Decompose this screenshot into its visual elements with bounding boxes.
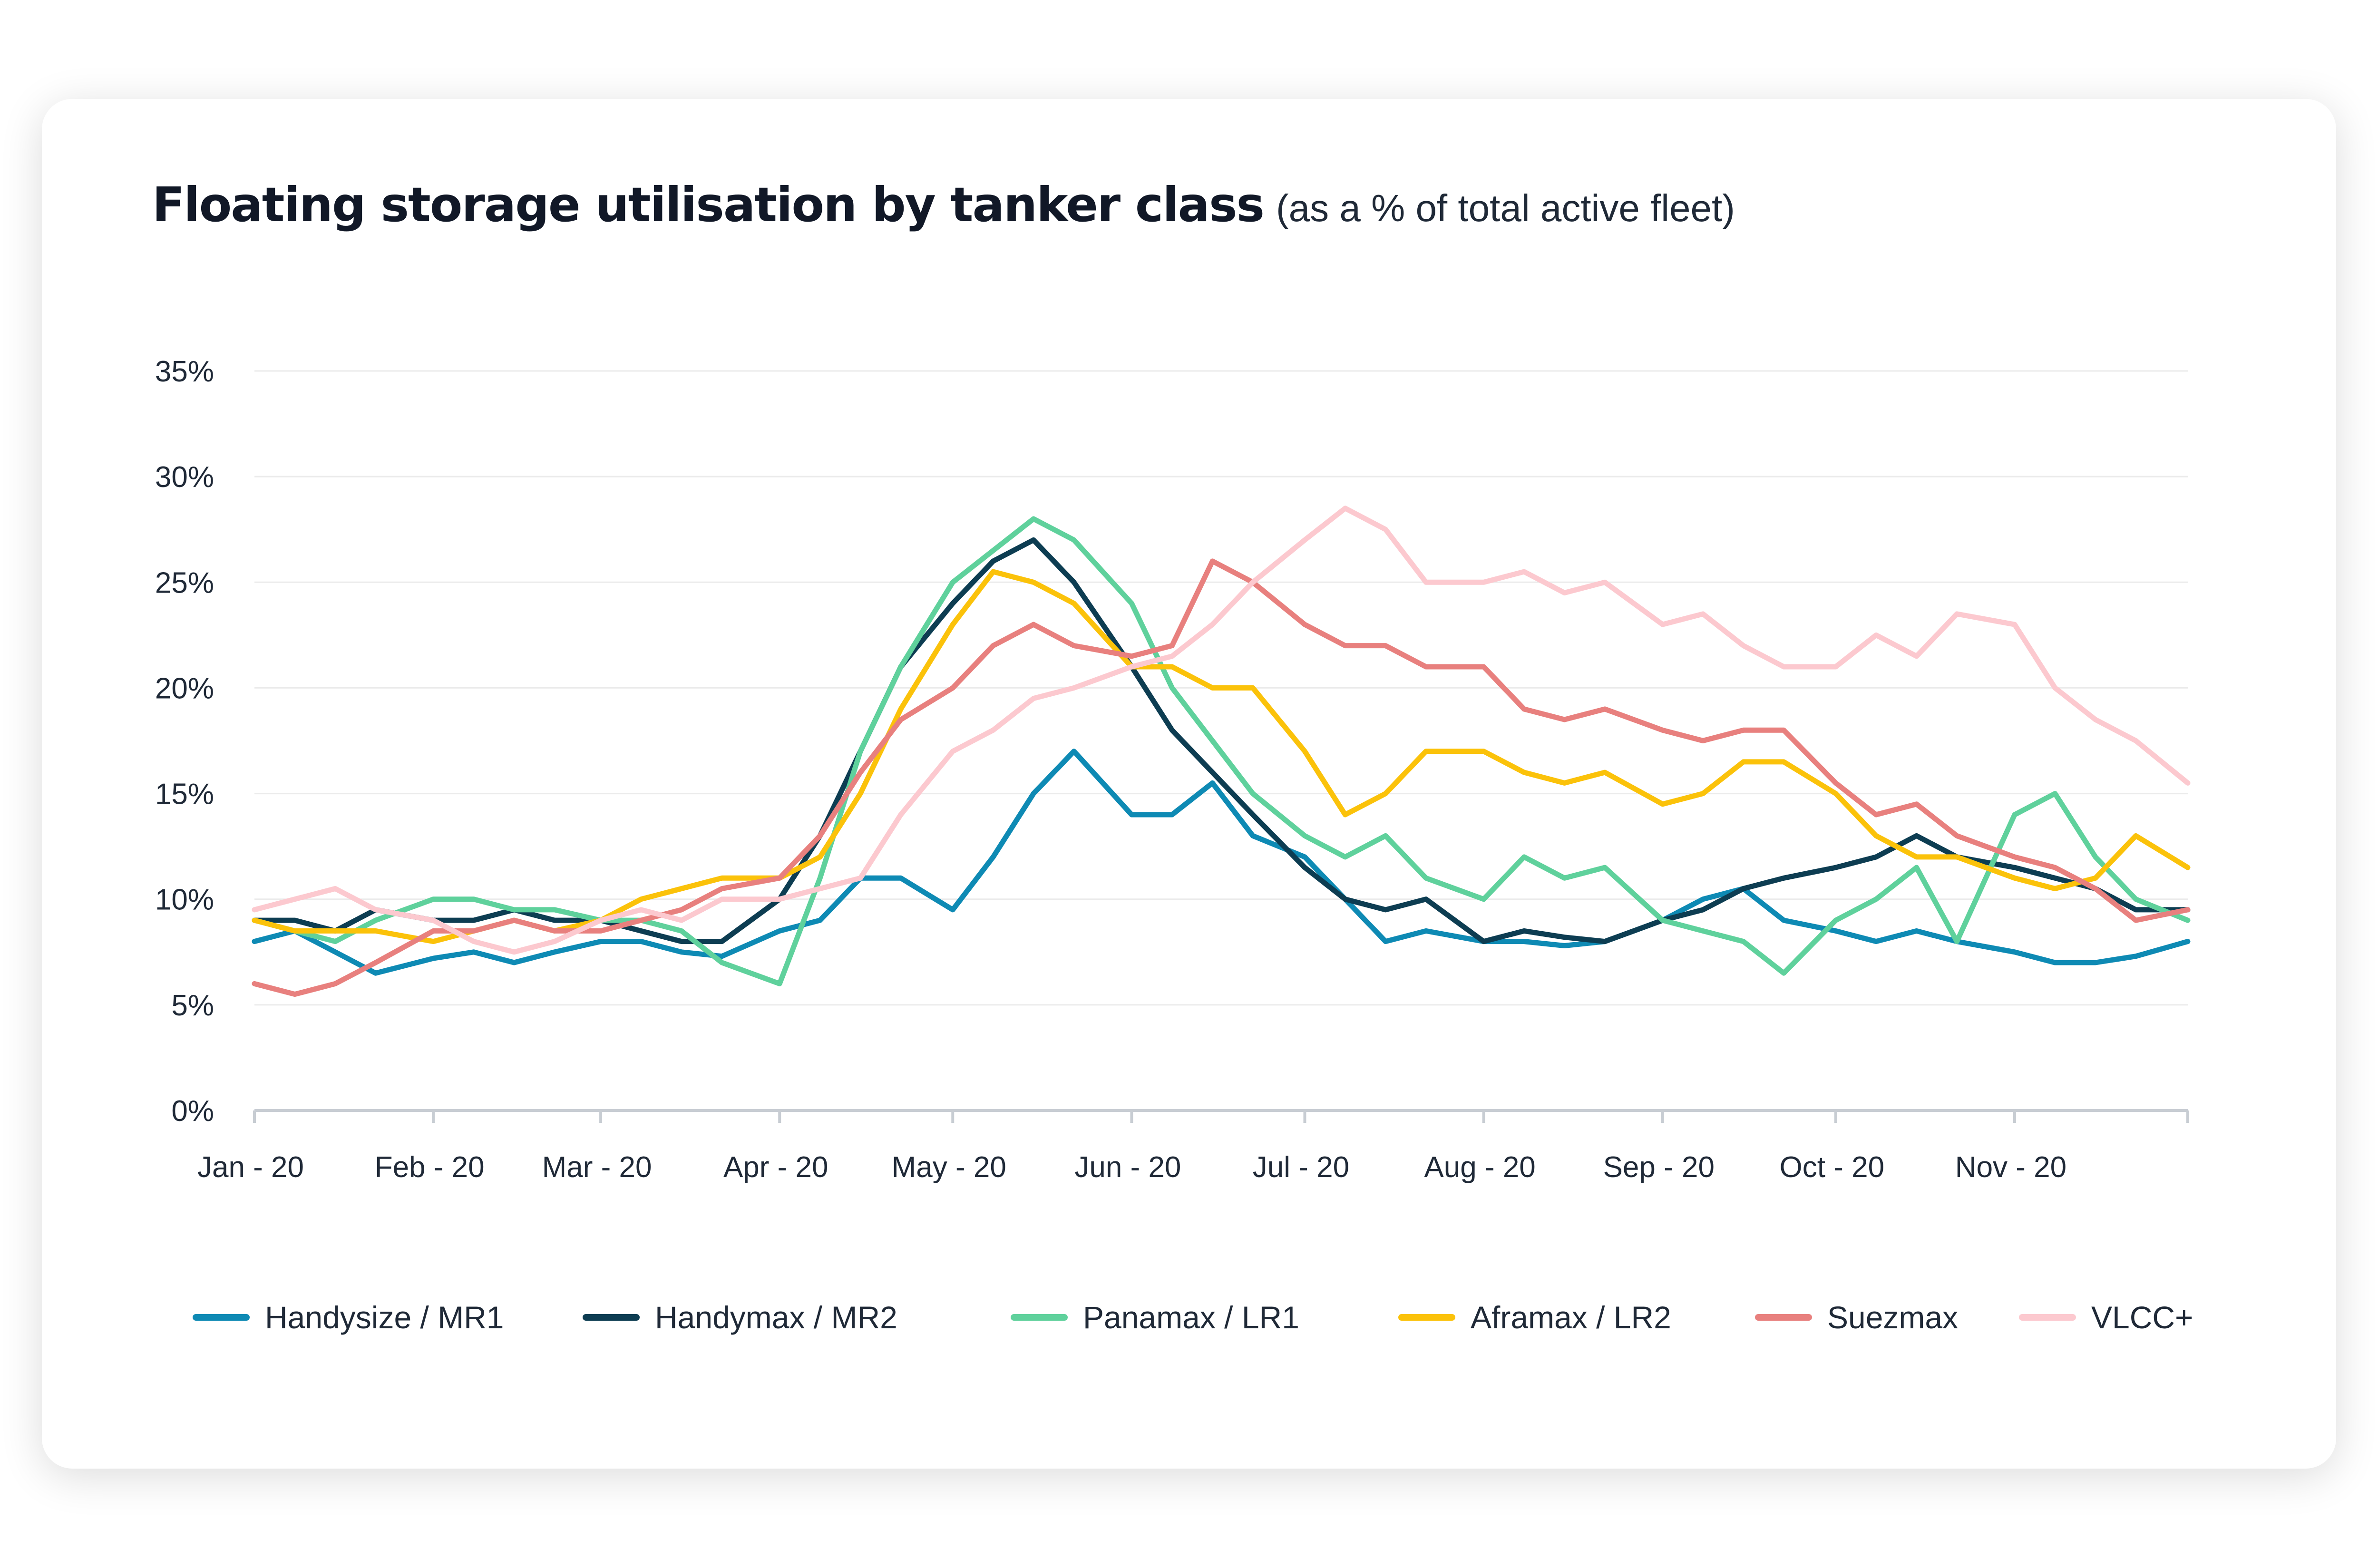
legend-item: VLCC+ — [2019, 1294, 2193, 1341]
legend-swatch — [1011, 1314, 1068, 1321]
chart-title: Floating storage utilisation by tanker c… — [152, 177, 1265, 233]
legend-label: Handysize / MR1 — [265, 1300, 504, 1335]
y-tick-label: 35% — [155, 355, 214, 388]
x-tick-label: Jun - 20 — [1074, 1151, 1181, 1184]
legend-swatch — [2019, 1314, 2076, 1321]
x-tick-label: Apr - 20 — [723, 1151, 828, 1184]
y-tick-label: 30% — [155, 461, 214, 494]
series-line — [252, 569, 2191, 945]
y-tick-label: 25% — [155, 566, 214, 599]
x-tick-label: Mar - 20 — [542, 1151, 652, 1184]
legend-swatch — [1755, 1314, 1812, 1321]
series-line — [252, 506, 2191, 955]
legend-item: Handysize / MR1 — [193, 1294, 504, 1341]
chart-card — [42, 99, 2336, 1469]
x-tick-label: Oct - 20 — [1780, 1151, 1885, 1184]
x-tick-label: Nov - 20 — [1955, 1151, 2066, 1184]
legend-item: Handymax / MR2 — [583, 1294, 897, 1341]
x-tick-label: Jan - 20 — [197, 1151, 304, 1184]
y-tick-label: 0% — [171, 1095, 214, 1128]
legend-item: Aframax / LR2 — [1398, 1294, 1671, 1341]
x-tick-label: May - 20 — [892, 1151, 1006, 1184]
series-line — [252, 537, 2191, 945]
y-tick-label: 5% — [171, 989, 214, 1022]
legend-item: Suezmax — [1755, 1294, 1958, 1341]
legend-item: Panamax / LR1 — [1011, 1294, 1299, 1341]
legend-label: VLCC+ — [2091, 1300, 2193, 1335]
x-tick-label: Feb - 20 — [375, 1151, 485, 1184]
series-line — [252, 749, 2191, 976]
legend-label: Panamax / LR1 — [1083, 1300, 1299, 1335]
legend-swatch — [1398, 1314, 1455, 1321]
y-tick-label: 10% — [155, 884, 214, 916]
legend-label: Aframax / LR2 — [1471, 1300, 1671, 1335]
series-line — [252, 516, 2191, 986]
legend-swatch — [193, 1314, 250, 1321]
chart-legend: Handysize / MR1 Handymax / MR2 Panamax / L… — [0, 1294, 2378, 1341]
legend-swatch — [583, 1314, 640, 1321]
legend-label: Suezmax — [1827, 1300, 1959, 1335]
x-tick-label: Sep - 20 — [1603, 1151, 1715, 1184]
legend-label: Handymax / MR2 — [655, 1300, 897, 1335]
chart-title-row: Floating storage utilisation by tanker c… — [152, 177, 1735, 233]
x-tick-label: Aug - 20 — [1424, 1151, 1535, 1184]
chart-subtitle: (as a % of total active fleet) — [1276, 187, 1735, 229]
y-tick-label: 20% — [155, 672, 214, 705]
y-tick-label: 15% — [155, 778, 214, 811]
x-tick-label: Jul - 20 — [1253, 1151, 1349, 1184]
series-line — [252, 558, 2191, 997]
